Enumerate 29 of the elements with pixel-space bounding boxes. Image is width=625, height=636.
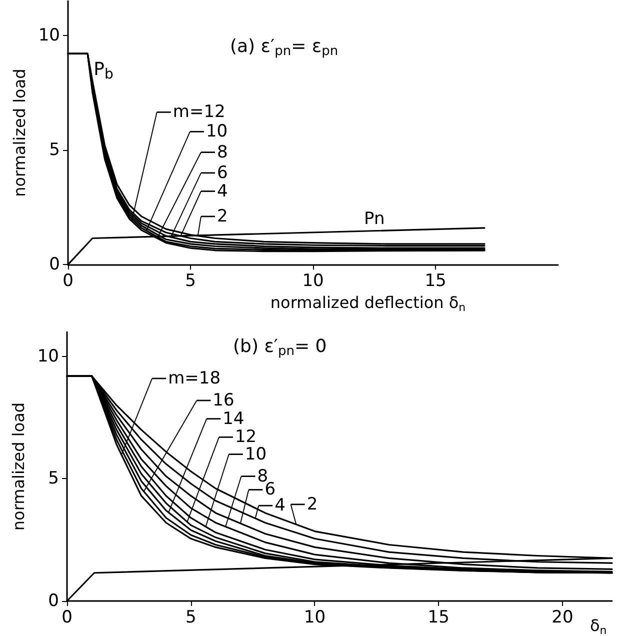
x-tick-label: 15 (428, 608, 450, 628)
legend-label: m=12 (172, 102, 226, 122)
x-tick-label: 0 (62, 608, 72, 628)
y-tick-label: 0 (49, 254, 60, 275)
legend-label: 16 (212, 390, 234, 410)
y-tick-label: 10 (38, 25, 60, 46)
x-tick-label: 20 (552, 608, 574, 628)
legend-label: m=18 (168, 368, 221, 388)
y-axis-title: normalized load (8, 402, 28, 531)
legend-label: 4 (217, 181, 228, 202)
y-tick-label: 5 (49, 140, 60, 160)
legend-label: 10 (206, 122, 228, 142)
x-tick-label: 5 (185, 271, 196, 292)
series-label: Pn (364, 208, 385, 229)
legend-label: 6 (217, 162, 228, 183)
legend-label: 8 (217, 142, 228, 162)
y-axis-title: normalized load (10, 68, 29, 197)
x-tick-label: 0 (62, 271, 74, 292)
x-tick-label: 15 (424, 271, 446, 292)
legend-label: 4 (274, 496, 286, 516)
legend-label: 2 (217, 206, 228, 226)
y-tick-label: 0 (48, 591, 59, 611)
y-tick-label: 10 (37, 346, 59, 366)
x-tick-label: 5 (185, 608, 196, 628)
x-tick-label: 10 (304, 608, 326, 628)
legend-label: 14 (222, 408, 244, 429)
legend-label: 2 (306, 494, 318, 514)
y-tick-label: 5 (48, 468, 59, 489)
x-tick-label: 10 (302, 271, 324, 292)
